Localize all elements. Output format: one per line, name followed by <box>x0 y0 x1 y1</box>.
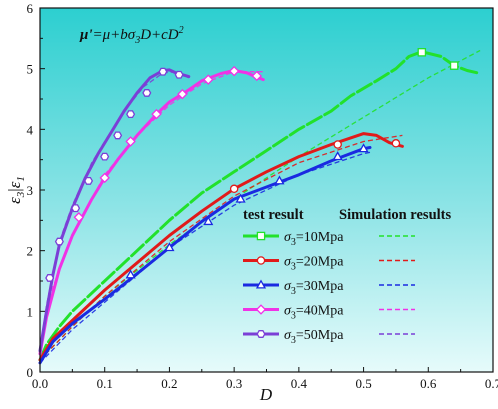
legend-label: σ3=30Mpa <box>284 279 344 297</box>
formula-sup2: 2 <box>179 25 184 36</box>
data-marker-series-2 <box>229 184 239 194</box>
y-axis-title-b-sub: 1 <box>15 176 27 182</box>
data-marker-series-5 <box>84 176 94 185</box>
test-line-series-1 <box>38 50 482 362</box>
y-tick-label: 6 <box>27 1 34 16</box>
legend-label-rest: =50Mpa <box>296 328 344 343</box>
y-tick-label: 5 <box>27 62 34 77</box>
data-marker-series-5 <box>54 237 64 246</box>
formula-rest: =μ+bσ <box>93 27 136 43</box>
legend-label: σ3=40Mpa <box>284 304 344 322</box>
legend-label-rest: =40Mpa <box>296 304 344 319</box>
data-marker-series-5 <box>126 110 136 119</box>
legend-label: σ3=10Mpa <box>284 230 344 248</box>
y-tick-label: 1 <box>27 304 34 319</box>
y-axis-title-a: ε <box>5 197 24 204</box>
data-marker-series-4 <box>73 212 85 223</box>
formula-sub3: 3 <box>134 35 140 46</box>
legend-marker <box>255 279 267 289</box>
legend-label-sub: 3 <box>291 286 296 297</box>
legend-label-sigma: σ <box>284 230 292 245</box>
legend-marker <box>256 330 266 338</box>
sim-line-series-2 <box>39 134 403 361</box>
data-marker-series-2 <box>391 139 401 148</box>
legend-header-sim: Simulation results <box>339 207 451 223</box>
data-marker-series-1 <box>417 48 427 57</box>
y-axis-title: ε3|ε1 <box>5 176 27 204</box>
data-marker-series-5 <box>174 70 184 79</box>
data-marker-series-4 <box>177 88 188 100</box>
data-marker-series-2 <box>333 140 342 149</box>
legend-label-sigma: σ <box>284 255 292 270</box>
data-marker-series-3 <box>125 269 136 279</box>
y-axis-title-b: ε <box>5 181 24 188</box>
y-tick-label: 0 <box>27 365 34 380</box>
legend-label-sub: 3 <box>291 311 296 322</box>
test-line-series-5 <box>38 68 191 353</box>
data-marker-series-3 <box>203 216 214 226</box>
data-marker-series-4 <box>203 74 214 85</box>
legend-label-sub: 3 <box>291 237 296 248</box>
data-marker-series-4 <box>125 136 136 147</box>
legend: test result Simulation results σ3=10Mpaσ… <box>243 207 451 346</box>
legend-label: σ3=20Mpa <box>284 255 344 273</box>
legend-label-sigma: σ <box>284 279 292 294</box>
x-tick-label: 0.5 <box>355 376 371 391</box>
x-tick-label: 0.4 <box>291 376 308 391</box>
legend-marker <box>255 304 267 315</box>
legend-label-rest: =30Mpa <box>296 279 344 294</box>
plot-frame <box>39 7 494 373</box>
test-line-series-3 <box>38 146 372 365</box>
data-marker-series-3 <box>274 175 285 185</box>
x-tick-label: 0.1 <box>97 376 113 391</box>
legend-header-test: test result <box>243 207 304 223</box>
legend-label-sigma: σ <box>284 328 292 343</box>
x-tick-label: 0.3 <box>226 376 242 391</box>
data-marker-series-5 <box>113 131 123 140</box>
sim-line-series-3 <box>39 151 371 364</box>
data-marker-series-4 <box>99 172 110 184</box>
data-marker-series-3 <box>235 193 246 203</box>
legend-label-rest: =20Mpa <box>296 255 344 270</box>
legend-marker <box>256 231 266 241</box>
data-markers <box>45 48 459 282</box>
data-marker-series-5 <box>45 274 55 282</box>
formula-lhs: μ' <box>79 27 93 43</box>
legend-marker <box>256 256 266 265</box>
x-tick-label: 0.2 <box>161 376 177 391</box>
data-marker-series-5 <box>100 152 110 161</box>
x-tick-label: 0.6 <box>420 376 437 391</box>
data-marker-series-3 <box>332 151 343 161</box>
legend-label-sub: 3 <box>291 335 296 346</box>
y-tick-label: 2 <box>27 244 34 259</box>
data-marker-series-5 <box>71 204 81 213</box>
data-marker-series-4 <box>228 65 240 77</box>
legend-label-sub: 3 <box>291 262 296 273</box>
y-tick-label: 3 <box>27 183 34 198</box>
data-marker-series-5 <box>158 67 168 76</box>
data-marker-series-3 <box>164 242 175 252</box>
x-tick-label: 0.0 <box>32 376 48 391</box>
legend-label-rest: =10Mpa <box>296 230 344 245</box>
legend-label: σ3=50Mpa <box>284 328 344 346</box>
y-tick-label: 4 <box>27 122 34 137</box>
data-marker-series-3 <box>358 143 369 153</box>
x-tick-label: 0.7 <box>485 376 498 391</box>
data-marker-series-1 <box>449 61 459 70</box>
formula-annotation: μ'=μ+bσ3D+cD2 <box>79 25 184 46</box>
formula-text: μ'=μ+bσ3D+cD2 <box>79 25 184 46</box>
plot-background <box>40 8 493 372</box>
formula-mid: D+cD <box>139 27 179 43</box>
data-marker-series-5 <box>142 89 152 97</box>
axis-ticks: 0.0 0.1 0.2 0.3 0.4 0.5 0.6 0.7 0 1 2 3 4 5 6 <box>27 1 498 391</box>
data-marker-series-4 <box>251 70 263 82</box>
y-axis-title-a-sub: 3 <box>15 191 27 198</box>
data-marker-series-4 <box>151 108 162 120</box>
y-axis-title-bar: | <box>5 188 24 191</box>
legend-label-sigma: σ <box>284 304 292 319</box>
x-axis-title: D <box>259 385 273 404</box>
